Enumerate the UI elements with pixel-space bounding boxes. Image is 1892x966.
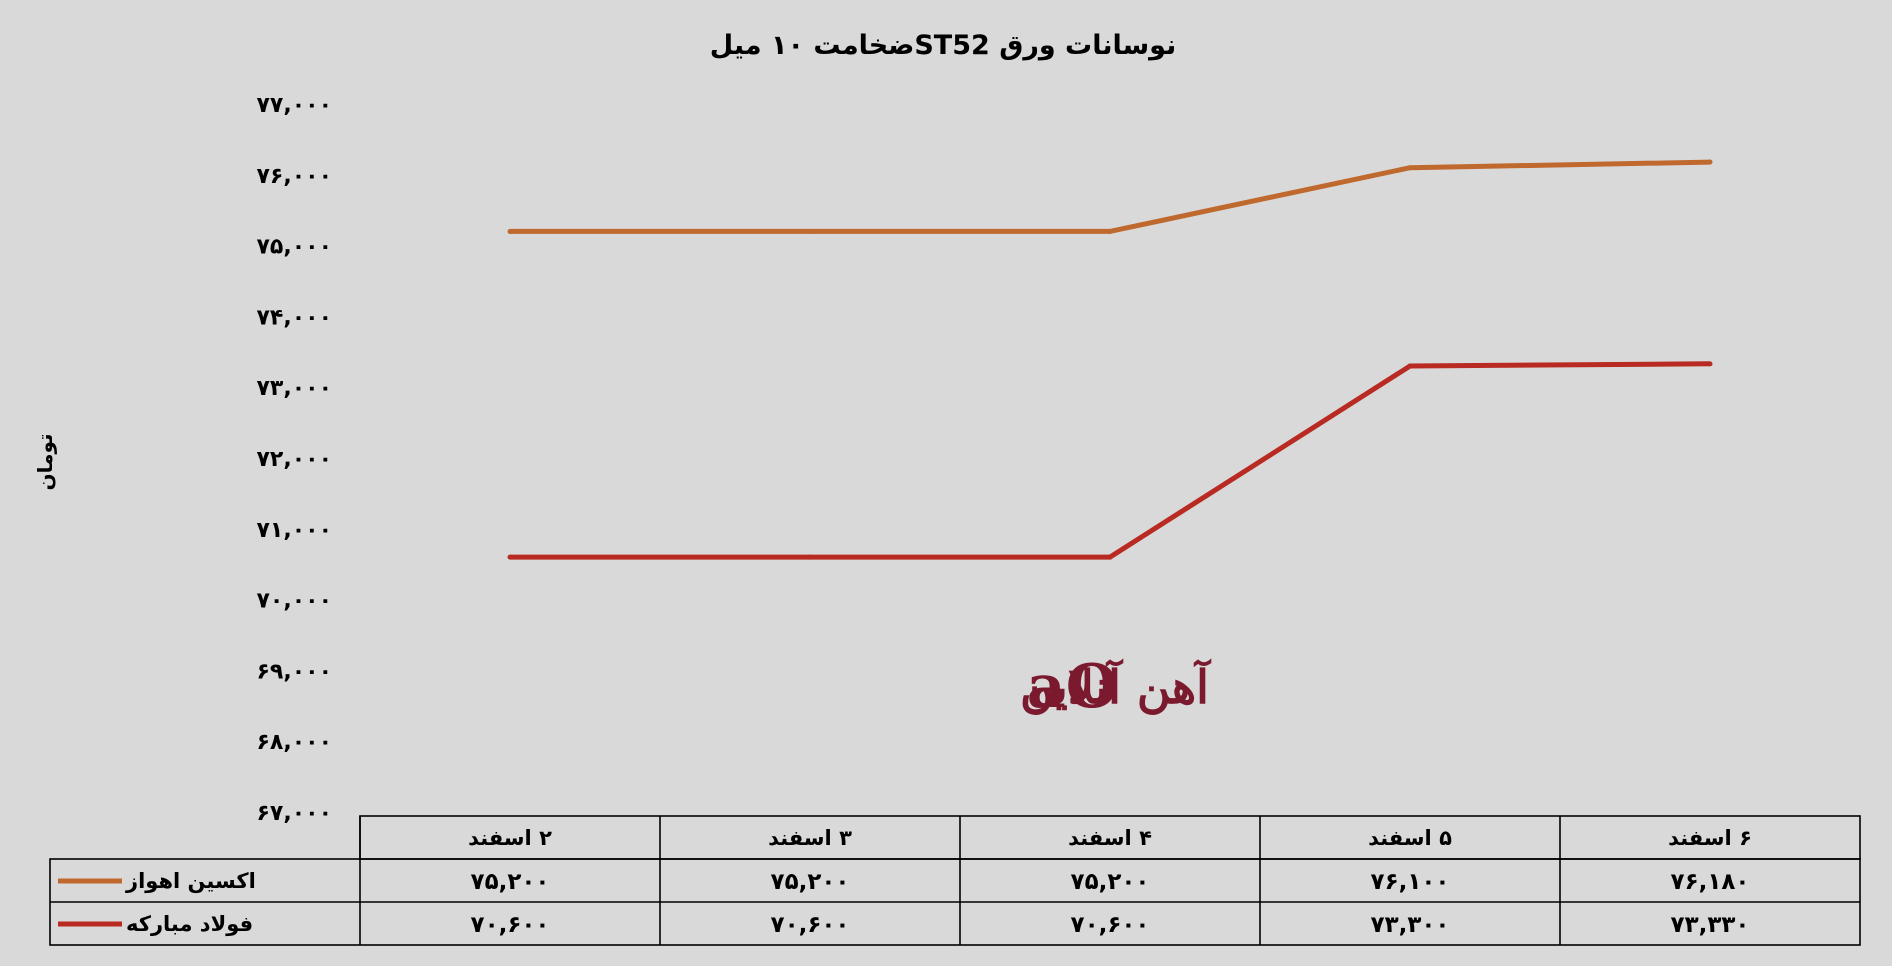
x-category-label: ۲ اسفند bbox=[468, 826, 552, 850]
y-tick-label: ۷۲,۰۰۰ bbox=[257, 447, 333, 472]
data-point bbox=[807, 554, 813, 560]
y-tick-label: ۷۶,۰۰۰ bbox=[257, 164, 333, 189]
table-cell-value: ۷۵,۲۰۰ bbox=[771, 869, 850, 895]
table-cell-value: ۷۶,۱۰۰ bbox=[1371, 869, 1450, 895]
y-tick-label: ۷۳,۰۰۰ bbox=[257, 376, 333, 401]
watermark-logo: aO bbox=[1027, 652, 1118, 722]
x-category-label: ۳ اسفند bbox=[768, 826, 852, 850]
y-tick-label: ۶۹,۰۰۰ bbox=[257, 659, 333, 684]
data-point bbox=[1407, 165, 1413, 171]
chart-title: نوسانات ورق ST52ضخامت ۱۰ میل bbox=[710, 30, 1176, 61]
table-cell-value: ۷۶,۱۸۰ bbox=[1671, 869, 1750, 895]
data-point bbox=[507, 554, 513, 560]
data-point bbox=[1707, 361, 1713, 367]
y-tick-label: ۷۵,۰۰۰ bbox=[257, 235, 333, 260]
data-point bbox=[1107, 554, 1113, 560]
legend-label: فولاد مبارکه bbox=[126, 912, 253, 936]
y-tick-label: ۶۷,۰۰۰ bbox=[257, 801, 333, 826]
watermark-text: آهن آنلاین bbox=[1020, 658, 1212, 715]
data-point bbox=[507, 228, 513, 234]
y-tick-label: ۷۰,۰۰۰ bbox=[257, 589, 333, 614]
y-tick-label: ۷۷,۰۰۰ bbox=[257, 93, 333, 118]
x-category-label: ۵ اسفند bbox=[1368, 826, 1452, 850]
series-lines bbox=[507, 159, 1713, 560]
y-axis-ticks: ۶۷,۰۰۰ ۶۸,۰۰۰ ۶۹,۰۰۰ ۷۰,۰۰۰ ۷۱,۰۰۰ ۷۲,۰۰۰ ۷۳,۰… bbox=[257, 93, 333, 826]
table-cell-value: ۷۰,۶۰۰ bbox=[1071, 912, 1150, 938]
series-line-1 bbox=[510, 159, 1711, 234]
y-tick-label: ۷۱,۰۰۰ bbox=[257, 518, 333, 543]
data-point bbox=[1107, 228, 1113, 234]
table-cell-value: ۷۵,۲۰۰ bbox=[471, 869, 550, 895]
x-category-label: ۶ اسفند bbox=[1668, 826, 1752, 850]
table-cell-value: ۷۵,۲۰۰ bbox=[1071, 869, 1150, 895]
table-cell-value: ۷۳,۳۰۰ bbox=[1371, 912, 1450, 938]
data-point bbox=[807, 228, 813, 234]
table-cell-value: ۷۰,۶۰۰ bbox=[771, 912, 850, 938]
legend-label: اکسین اهواز bbox=[125, 869, 256, 893]
data-point bbox=[1707, 159, 1713, 165]
table-cell-value: ۷۳,۳۳۰ bbox=[1671, 912, 1750, 938]
y-axis-label: تومان bbox=[33, 433, 57, 490]
data-table: ۲ اسفند ۳ اسفند ۴ اسفند ۵ اسفند ۶ اسفند اکسین… bbox=[49, 815, 1861, 946]
table-cell-value: ۷۰,۶۰۰ bbox=[471, 912, 550, 938]
watermark: aO آهن آنلاین bbox=[1020, 652, 1212, 722]
data-point bbox=[1407, 363, 1413, 369]
y-tick-label: ۶۸,۰۰۰ bbox=[257, 730, 333, 755]
series-line-2 bbox=[510, 361, 1711, 560]
y-tick-label: ۷۴,۰۰۰ bbox=[257, 305, 333, 330]
x-category-label: ۴ اسفند bbox=[1068, 826, 1152, 850]
